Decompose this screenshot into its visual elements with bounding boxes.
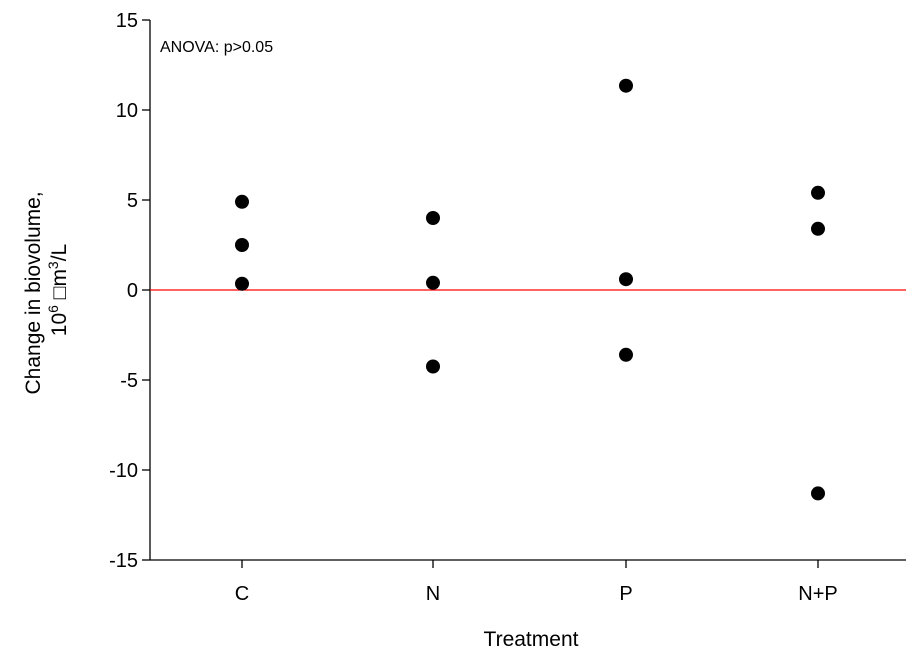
y-axis-title-line2-unit: □m: [48, 269, 71, 305]
data-point: [811, 221, 825, 236]
data-point: [426, 211, 440, 225]
data-point: [619, 78, 633, 93]
data-point: [811, 185, 825, 200]
y-tick-label: 5: [127, 190, 138, 212]
x-ticks: C N P N+P: [235, 560, 838, 605]
x-tick-label: N: [426, 583, 440, 605]
y-tick-label: 10: [116, 100, 138, 122]
data-point: [426, 359, 440, 374]
anova-annotation: ANOVA: p>0.05: [160, 39, 273, 56]
y-ticks: -15 -10 -5 0 5 10 15: [109, 10, 150, 572]
y-axis-title: Change in biovolume, 106 □m3/L: [22, 186, 71, 395]
y-axis-title-exponent: 6: [45, 305, 61, 313]
y-tick-label: 0: [127, 280, 138, 302]
data-point: [235, 238, 249, 252]
data-point: [426, 275, 440, 290]
y-tick-label: -15: [109, 550, 138, 572]
y-tick-label: -5: [120, 370, 138, 392]
data-point: [619, 272, 633, 287]
y-axis-title-line2-suffix: /L: [48, 244, 71, 262]
data-point: [235, 276, 249, 291]
x-tick-label: P: [619, 583, 632, 605]
y-axis-title-line1: Change in biovolume,: [22, 191, 45, 394]
data-points: [235, 78, 825, 501]
x-tick-label: N+P: [798, 583, 837, 605]
y-axis-title-exponent-2: 3: [45, 261, 61, 269]
data-point: [619, 347, 633, 362]
data-point: [235, 194, 249, 209]
data-point: [811, 486, 825, 501]
y-tick-label: -10: [109, 460, 138, 482]
y-axis-title-line2-base: 10: [48, 313, 71, 336]
x-axis-title: Treatment: [484, 628, 579, 651]
y-tick-label: 15: [116, 10, 138, 32]
x-tick-label: C: [235, 583, 249, 605]
